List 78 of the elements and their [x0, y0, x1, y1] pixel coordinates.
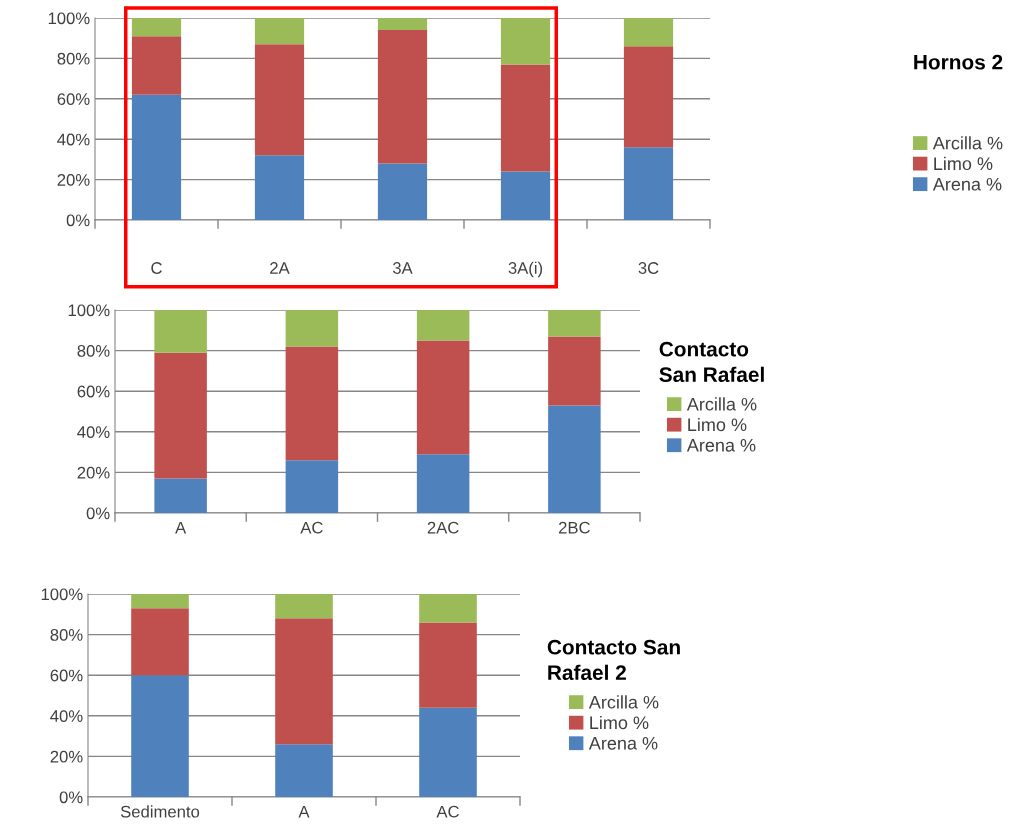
bar	[416, 454, 470, 513]
x-tick-label: 3A	[392, 262, 413, 274]
bar	[377, 163, 428, 220]
y-tick-label: 100%	[68, 304, 110, 317]
bar	[416, 310, 470, 341]
bar	[275, 594, 333, 619]
bar	[623, 147, 674, 220]
y-tick-label: 40%	[50, 710, 83, 722]
bar	[377, 30, 428, 164]
bar	[154, 478, 207, 513]
bar	[131, 18, 182, 37]
y-tick-label: 80%	[77, 345, 110, 357]
x-tick-label: C	[151, 262, 162, 274]
bar	[419, 707, 477, 797]
bar	[500, 171, 551, 220]
x-tick-label: 3C	[638, 262, 659, 274]
x-tick-label: AC	[436, 805, 459, 818]
bar	[254, 18, 305, 45]
y-tick-label: 20%	[77, 466, 110, 479]
y-tick-label: 0%	[86, 507, 110, 520]
y-tick-label: 20%	[57, 174, 90, 186]
bar	[377, 18, 428, 31]
x-tick-label: AC	[300, 521, 323, 534]
bar	[500, 18, 551, 65]
x-tick-label: 2BC	[559, 521, 590, 534]
bar	[131, 94, 182, 220]
bar	[254, 155, 305, 220]
bar	[131, 594, 189, 609]
y-tick-label: 100%	[41, 588, 83, 601]
bar	[548, 310, 601, 337]
y-tick-label: 60%	[57, 93, 90, 105]
y-tick-label: 80%	[50, 629, 83, 641]
y-tick-label: 60%	[77, 385, 110, 398]
bar	[548, 405, 601, 513]
legend-label: Arena %	[686, 438, 756, 452]
y-tick-label: 20%	[50, 750, 83, 763]
legend-title: Contacto San Rafael 2	[547, 639, 680, 681]
legend-label: Limo %	[688, 417, 747, 432]
bar	[275, 618, 333, 745]
bar	[131, 675, 189, 797]
legend-label: Arena %	[588, 736, 658, 750]
x-tick-label: A	[175, 521, 187, 534]
bar	[623, 46, 674, 148]
bar	[500, 64, 551, 172]
y-tick-label: 40%	[77, 426, 110, 438]
bar	[275, 744, 333, 797]
x-tick-label: 2AC	[427, 521, 459, 534]
y-tick-label: 40%	[57, 133, 90, 146]
bar	[285, 460, 339, 513]
y-tick-label: 0%	[59, 791, 83, 804]
bar	[154, 310, 207, 353]
legend-label: Limo %	[934, 156, 993, 171]
y-tick-label: 100%	[48, 12, 90, 25]
legend-label: Arcilla %	[588, 695, 659, 709]
bar	[623, 18, 674, 47]
bar	[285, 310, 339, 347]
bar	[131, 36, 182, 95]
y-tick-label: 0%	[66, 214, 90, 227]
bar	[285, 346, 339, 461]
x-tick-label: A	[298, 805, 310, 818]
y-tick-label: 60%	[50, 669, 83, 682]
bar	[154, 352, 207, 479]
legend-label: Arcilla %	[932, 136, 1003, 150]
legend-title: Contacto San Rafael	[659, 341, 764, 383]
x-tick-label: Sedimento	[120, 805, 200, 818]
legend-label: Arcilla %	[686, 397, 757, 411]
legend-label: Limo %	[590, 715, 649, 730]
bar	[548, 336, 601, 406]
legend-title: Hornos 2	[914, 54, 1003, 70]
bar	[131, 608, 189, 676]
bar	[416, 340, 470, 455]
x-tick-label: 3A(i)	[508, 261, 543, 278]
bar	[419, 622, 477, 708]
legend-label: Arena %	[932, 177, 1002, 191]
bar	[254, 44, 305, 156]
y-tick-label: 80%	[57, 52, 90, 65]
x-tick-label: 2A	[270, 262, 290, 274]
bar	[419, 594, 477, 623]
